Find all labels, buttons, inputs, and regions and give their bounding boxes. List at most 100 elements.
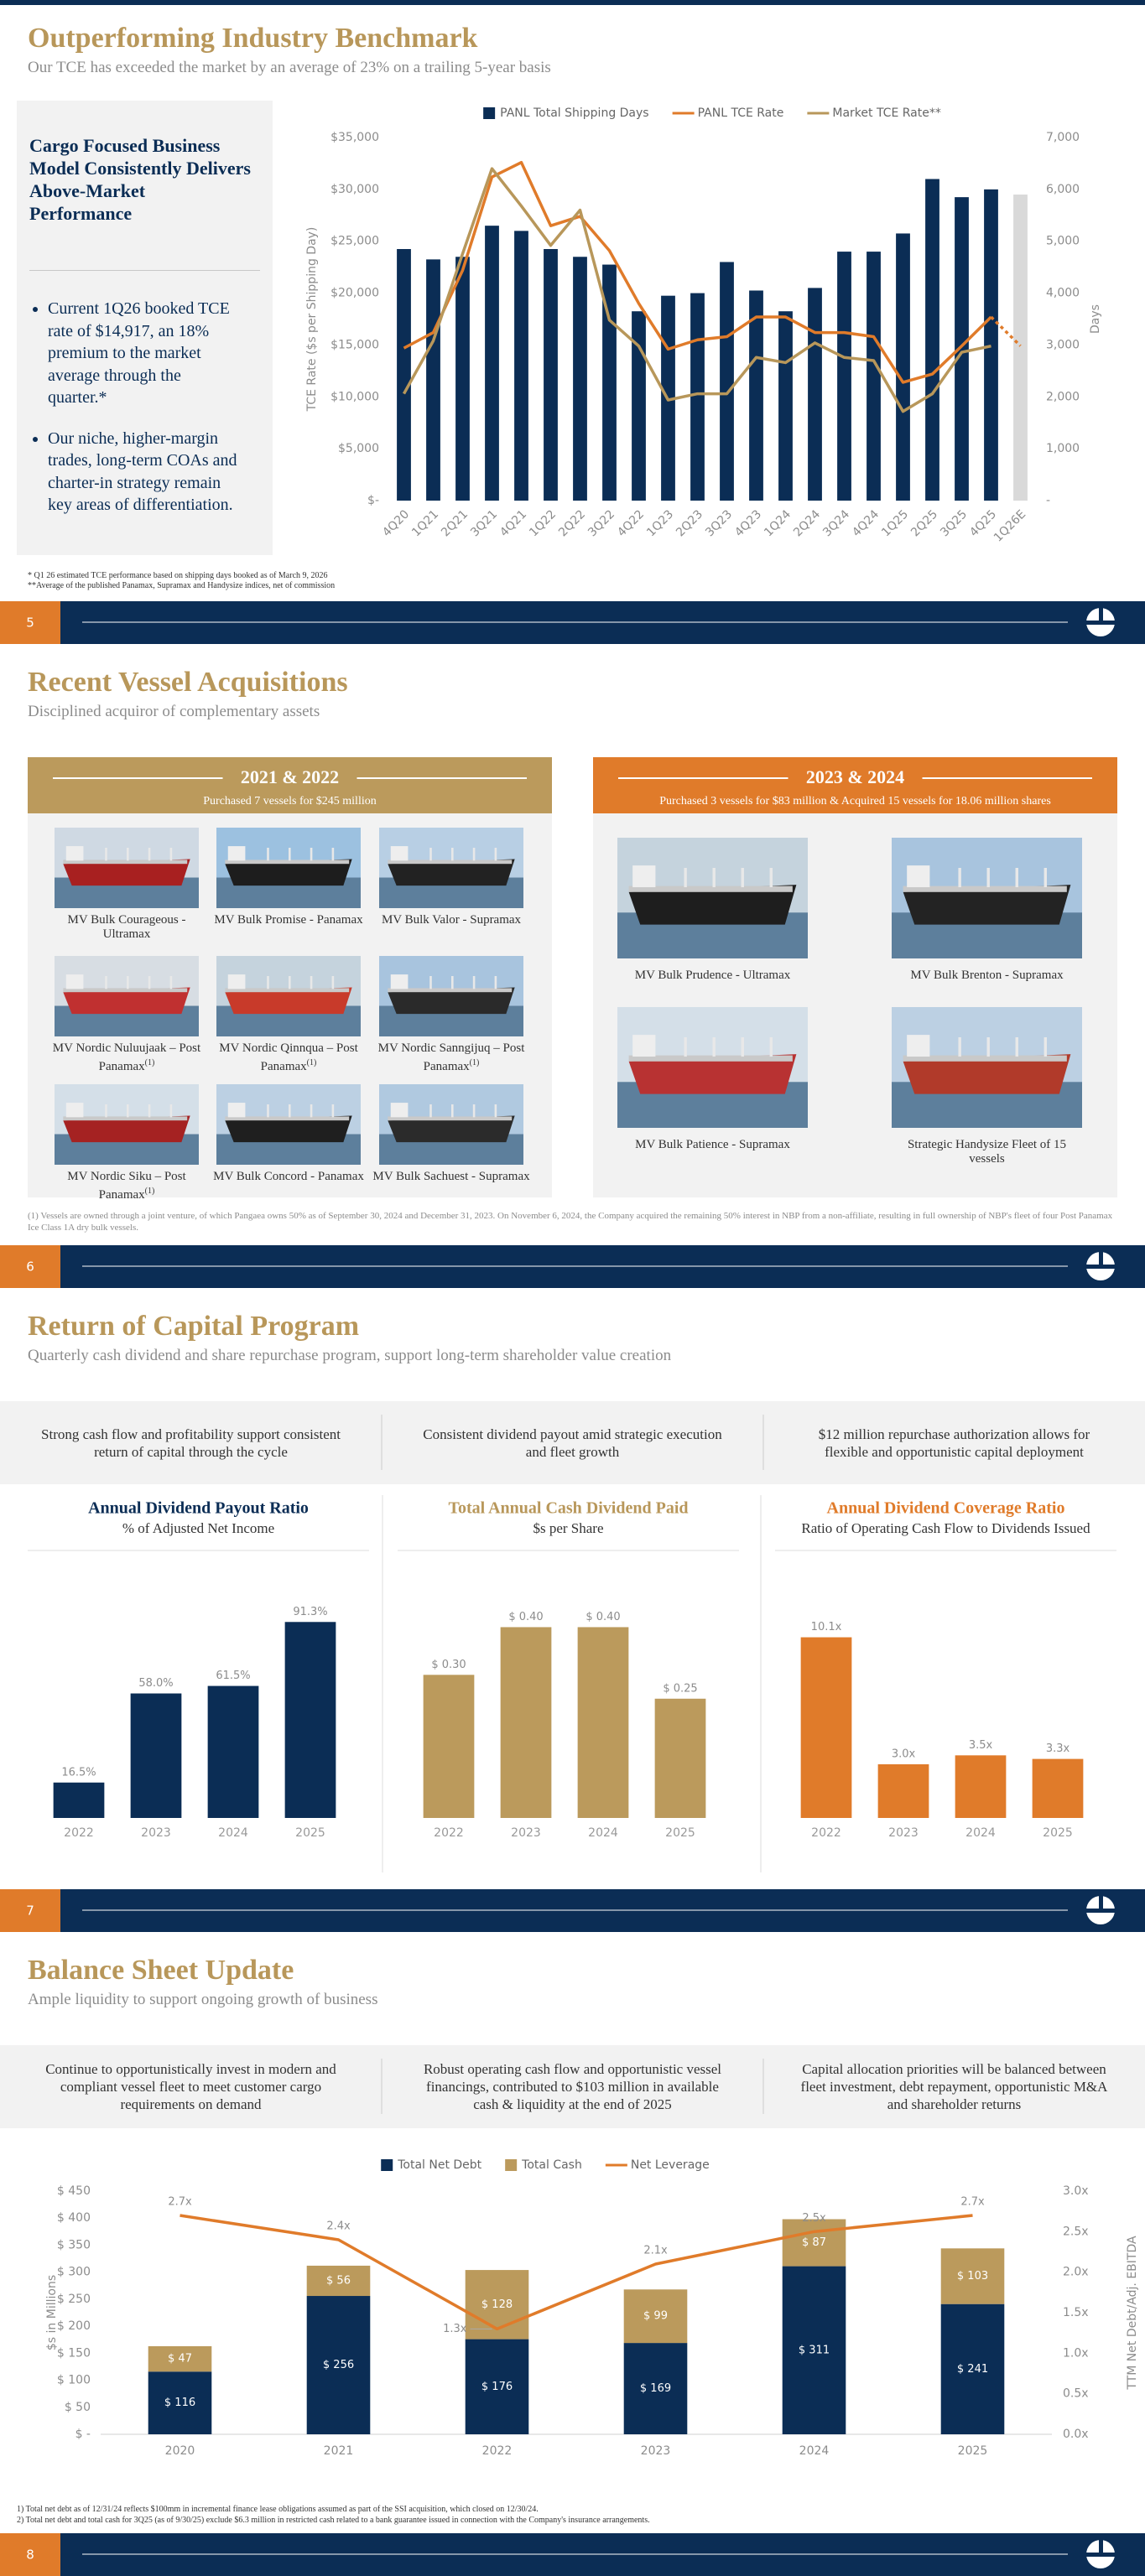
ship-hull (388, 987, 515, 1015)
bullet: Current 1Q26 booked TCE rate of $14,917,… (48, 298, 242, 409)
x-tick-label: 2025 (665, 1826, 695, 1840)
ship-hull (628, 885, 797, 925)
ship-bridge (632, 1035, 656, 1057)
x-tick-label: 3Q25 (938, 507, 970, 539)
x-tick-label: 4Q20 (380, 507, 412, 539)
bar-segment (623, 2343, 688, 2434)
value-label: $ 99 (643, 2310, 668, 2323)
bar (778, 311, 793, 501)
value-label: $ 116 (164, 2397, 195, 2409)
ship-crane (331, 848, 335, 861)
vessel-note: (1) (306, 1058, 317, 1067)
vessel-name: MV Nordic Siku – Post Panamax (67, 1170, 186, 1202)
y2-tick-label: 5,000 (1046, 235, 1080, 248)
y-tick-label: $30,000 (330, 183, 379, 196)
bar (1013, 195, 1028, 501)
highlight: Continue to opportunistically invest in … (45, 2061, 336, 2112)
value-label: $ 103 (957, 2270, 988, 2283)
ship-crane (429, 1104, 432, 1118)
vessel-name: MV Nordic Nuluujaak – Post Panamax (52, 1041, 201, 1073)
highlight: $12 million repurchase authorization all… (818, 1426, 1090, 1460)
ship-crane (958, 1037, 961, 1057)
legend-label: Total Cash (521, 2158, 582, 2172)
bar (423, 1675, 475, 1818)
line-series (180, 2214, 973, 2331)
x-tick-label: 2024 (218, 1826, 248, 1840)
vessel-photo (892, 1007, 1082, 1128)
bar (896, 233, 910, 501)
ship-deck (903, 886, 1067, 892)
y-tick-label: $ 300 (57, 2266, 91, 2279)
ship-crane (105, 976, 107, 989)
x-tick-label: 2023 (141, 1826, 171, 1840)
y2-tick-label: 6,000 (1046, 183, 1080, 196)
y2-tick-label: 2.5x (1063, 2225, 1089, 2238)
ship-crane (310, 848, 313, 861)
ship-crane (958, 868, 961, 888)
y-tick-label: $ 100 (57, 2374, 91, 2387)
vessel-photo (55, 1084, 199, 1165)
logo-bar (1086, 1909, 1115, 1913)
vessel-note: (1) (144, 1058, 155, 1067)
page-number: 6 (26, 1259, 34, 1275)
value-label: 2.7x (168, 2196, 192, 2209)
page-number: 5 (26, 615, 34, 631)
ship-crane (451, 976, 454, 989)
ship-hull (63, 1115, 190, 1143)
ship-crane (267, 1104, 269, 1118)
vessel-photo (216, 956, 361, 1036)
ship-crane (310, 976, 313, 989)
value-label: $ 0.40 (508, 1611, 543, 1623)
bar (573, 257, 587, 501)
line-series (403, 160, 1022, 384)
x-tick-label: 3Q22 (586, 507, 617, 539)
ship-bridge (632, 865, 656, 888)
bar (1032, 1758, 1084, 1818)
vessel-name: MV Bulk Sachuest - Supramax (372, 1170, 530, 1183)
x-tick-label: 2025 (1043, 1826, 1073, 1840)
bar (837, 252, 851, 501)
y2-tick-label: 3.0x (1063, 2184, 1089, 2198)
value-label: $ 176 (481, 2381, 513, 2393)
value-label: $ 241 (957, 2363, 988, 2376)
ship-crane (148, 848, 151, 861)
slide-title: Recent Vessel Acquisitions (28, 667, 348, 698)
vessel-caption: MV Bulk Promise - Panamax (205, 913, 372, 927)
vessel-photo (379, 956, 523, 1036)
panel-heading: 2021 & 2022 (241, 766, 339, 787)
y2-tick-label: 1,000 (1046, 442, 1080, 455)
bar (867, 252, 881, 501)
y-tick-label: $- (367, 494, 379, 507)
vessel-caption: MV Nordic Sanngijuq – Post Panamax(1) (367, 1041, 535, 1074)
vessel-note: (1) (469, 1058, 480, 1067)
vessel-name: MV Bulk Concord - Panamax (213, 1170, 364, 1183)
chart-title: Total Annual Cash Dividend Paid (448, 1499, 688, 1518)
ship-bridge (227, 1103, 246, 1118)
vessel-caption: MV Bulk Brenton - Supramax (903, 969, 1071, 983)
x-tick-label: 2Q23 (674, 507, 705, 539)
x-tick-label: 4Q21 (497, 507, 529, 539)
x-tick-label: 2Q24 (791, 507, 823, 539)
y2-tick-label: 1.5x (1063, 2306, 1089, 2319)
value-label: 2.1x (643, 2245, 668, 2257)
y-tick-label: $ - (75, 2428, 91, 2441)
x-tick-label: 2023 (511, 1826, 541, 1840)
vessel-caption: MV Bulk Valor - Supramax (367, 913, 535, 927)
bar (955, 1755, 1007, 1818)
ship-deck (388, 988, 513, 993)
bar-segment (306, 2265, 371, 2297)
value-label: 3.5x (969, 1739, 993, 1752)
value-label: $ 0.40 (586, 1611, 620, 1623)
footnote: **Average of the published Panamax, Supr… (28, 581, 336, 590)
vessel-name: MV Bulk Patience - Supramax (635, 1138, 790, 1151)
ship-deck (388, 1116, 513, 1121)
ship-bridge (65, 1103, 84, 1118)
ship-crane (105, 1104, 107, 1118)
bar (690, 293, 705, 501)
x-tick-label: 2Q22 (556, 507, 588, 539)
slide-title: Return of Capital Program (28, 1311, 360, 1342)
vessel-name: MV Bulk Brenton - Supramax (910, 969, 1064, 982)
x-tick-label: 1Q23 (644, 507, 676, 539)
